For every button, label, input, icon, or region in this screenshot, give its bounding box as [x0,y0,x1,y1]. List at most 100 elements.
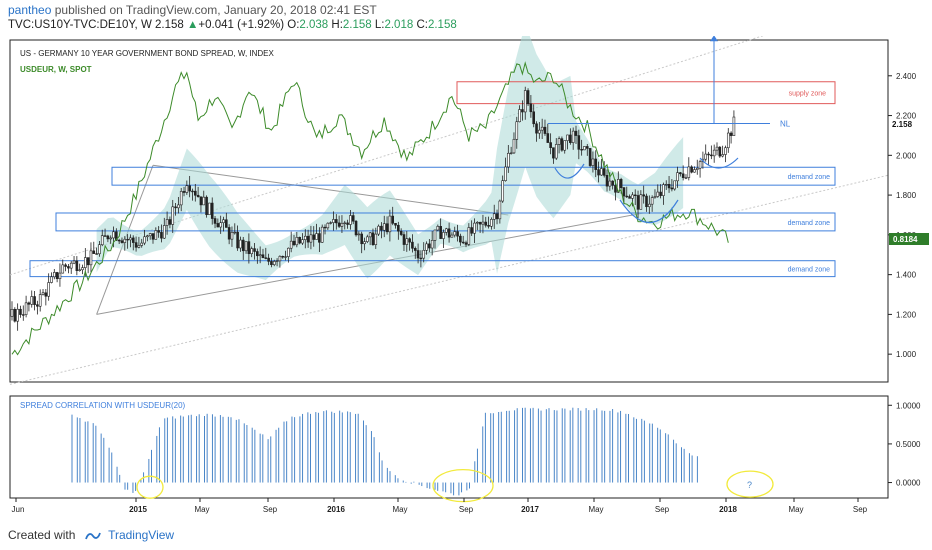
candle-body [312,234,316,240]
author-name[interactable]: pantheo [8,3,52,17]
candle-body [484,221,488,226]
candle-body [631,194,634,199]
candle-body [605,175,609,187]
corr-y-tick-label: 1.0000 [896,401,921,410]
candle-body [645,195,648,208]
candle-body [61,264,65,274]
candle-body [143,236,146,244]
candle-body [529,103,533,113]
candle-body [174,206,177,209]
high-value: 2.158 [342,19,372,31]
candle-body [332,219,335,223]
candle-body [399,230,403,235]
candle-body [222,219,225,224]
candle-body [707,153,710,156]
candle-body [272,261,276,266]
candle-body [518,109,521,123]
candle-body [81,267,84,271]
candle-body [27,302,31,305]
y-tick-label: 1.800 [896,191,917,200]
candle-body [72,260,76,264]
candle-body [540,126,544,131]
candle-body [281,255,285,258]
candle-body [560,138,564,151]
candle-body [532,111,536,125]
candle-body [583,146,586,151]
candle-body [512,138,516,154]
candle-body [667,183,671,189]
candle-body [329,222,332,224]
candle-body [50,276,53,283]
close-label: C: [416,19,428,31]
candle-body [120,240,124,243]
candle-body [574,130,578,136]
demand-zone-box [29,260,836,278]
candle-body [165,219,169,226]
high-label: H: [331,19,343,31]
candle-body [687,166,691,178]
x-tick-label: 2016 [327,505,345,514]
candle-body [670,187,674,190]
highlight-ellipse [136,475,164,499]
candle-body [430,240,434,249]
candle-body [402,234,406,245]
candle-body [284,256,287,258]
candle-body [236,231,239,249]
candle-body [475,221,479,224]
candle-body [346,222,349,225]
candle-body [552,147,555,159]
candle-body [411,241,414,249]
chart-canvas[interactable]: demand zone demand zone demand zone supply … [0,36,932,520]
open-value: 2.038 [299,19,329,31]
candle-body [267,257,270,262]
candle-body [151,233,155,240]
candle-body [334,219,338,224]
candle-body [275,260,279,262]
candle-body [478,221,482,225]
candle-body [594,158,598,170]
candle-body [650,197,654,205]
symbol-header: TVC:US10Y-TVC:DE10Y, W 2.158 ▲+0.041 (+1… [8,19,457,31]
candle-body [698,161,702,169]
x-tick-label: 2015 [129,505,147,514]
candle-body [619,179,623,188]
candle-body [425,243,428,251]
candle-body [461,241,465,244]
candle-body [162,225,166,239]
candle-body [710,154,713,157]
candle-body [38,294,42,307]
candle-body [684,177,688,179]
candle-body [194,190,197,196]
candle-body [554,144,558,159]
candle-body [453,231,457,236]
candle-body [129,237,132,241]
candle-body [704,153,708,160]
candle-body [495,213,499,220]
candle-body [521,109,524,113]
candle-body [656,191,660,197]
candle-body [292,240,296,246]
candle-body [309,234,313,243]
x-tick-label: 2018 [719,505,737,514]
candle-body [337,222,341,227]
candle-body [160,232,163,239]
candle-body [227,227,231,240]
candle-body [523,90,527,113]
candle-body [616,179,620,193]
candle-body [349,215,352,225]
candle-body [351,215,355,222]
candle-body [219,222,222,228]
candle-body [433,229,437,241]
demand-zone-label: demand zone [788,220,831,227]
candle-body [563,140,567,151]
usdeur-series-label: USDEUR, W, SPOT [20,65,92,74]
candle-body [326,222,330,229]
tradingview-brand[interactable]: TradingView [108,528,175,542]
candle-body [21,314,25,316]
candle-body [360,233,363,245]
x-tick-label: May [588,505,603,514]
published-info: published on TradingView.com, January 20… [54,3,377,17]
supply-zone-box [456,81,836,105]
candle-body [535,123,538,134]
candle-body [354,220,358,236]
